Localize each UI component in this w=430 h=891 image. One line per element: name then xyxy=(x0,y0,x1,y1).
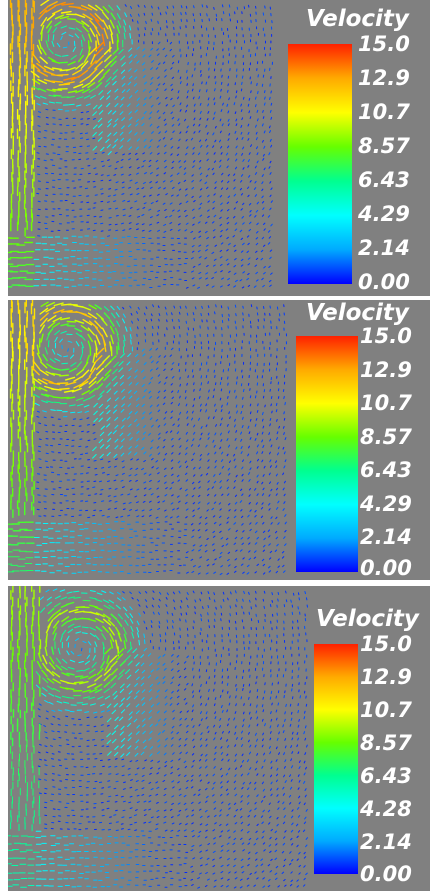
tick-label-1-7: 0.00 xyxy=(358,270,410,294)
tick-label-1-5: 4.29 xyxy=(358,202,410,226)
tick-label-2-4: 6.43 xyxy=(360,458,412,482)
vector-field-panel-3: Velocity 15.0 12.9 10.7 8.57 6.43 4.28 2… xyxy=(8,586,430,891)
vector-field-panel-2: Velocity 15.0 12.9 10.7 8.57 6.43 4.29 2… xyxy=(8,300,430,580)
legend-title-3: Velocity xyxy=(316,606,419,632)
legend-title-2: Velocity xyxy=(306,300,409,326)
tick-label-2-3: 8.57 xyxy=(360,425,412,449)
tick-label-1-2: 10.7 xyxy=(358,100,410,124)
tick-label-2-6: 2.14 xyxy=(360,525,412,549)
tick-label-1-6: 2.14 xyxy=(358,236,410,260)
tick-label-3-2: 10.7 xyxy=(360,698,412,722)
tick-label-2-7: 0.00 xyxy=(360,556,412,580)
tick-label-3-7: 0.00 xyxy=(360,862,412,886)
tick-label-3-5: 4.28 xyxy=(360,797,412,821)
tick-label-2-5: 4.29 xyxy=(360,492,412,516)
color-scale-bar-3 xyxy=(314,644,358,874)
tick-label-1-1: 12.9 xyxy=(358,66,410,90)
tick-label-1-4: 6.43 xyxy=(358,168,410,192)
tick-label-3-0: 15.0 xyxy=(360,632,412,656)
velocity-vector-field-2 xyxy=(8,300,287,576)
color-scale-bar-1 xyxy=(288,44,352,284)
tick-label-3-4: 6.43 xyxy=(360,764,412,788)
velocity-vector-field-1 xyxy=(8,0,273,289)
tick-label-2-2: 10.7 xyxy=(360,391,412,415)
color-scale-bar-2 xyxy=(296,336,358,572)
tick-label-3-1: 12.9 xyxy=(360,665,412,689)
tick-label-1-0: 15.0 xyxy=(358,32,410,56)
tick-label-3-3: 8.57 xyxy=(360,731,412,755)
tick-label-1-3: 8.57 xyxy=(358,134,410,158)
tick-label-3-6: 2.14 xyxy=(360,830,412,854)
velocity-vector-field-3 xyxy=(8,586,308,889)
vector-field-panel-1: Velocity 15.0 12.9 10.7 8.57 6.43 4.29 2… xyxy=(8,0,430,296)
tick-label-2-1: 12.9 xyxy=(360,358,412,382)
legend-title-1: Velocity xyxy=(306,6,409,32)
tick-label-2-0: 15.0 xyxy=(360,324,412,348)
